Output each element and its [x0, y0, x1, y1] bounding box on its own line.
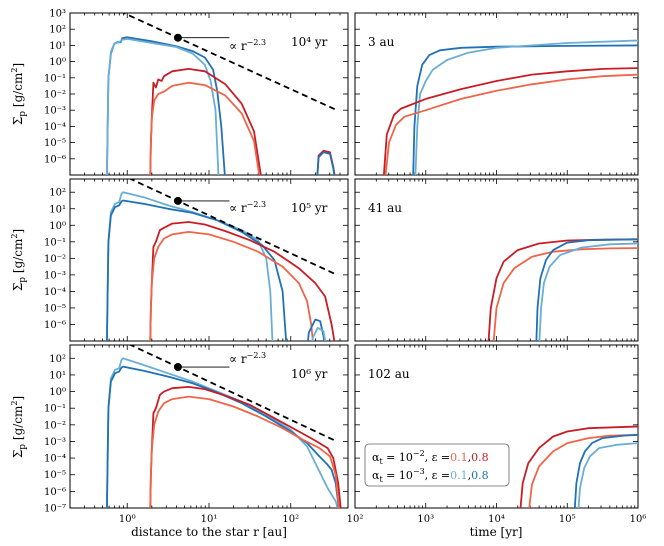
- x-tick-label-right: 10⁶: [630, 514, 647, 525]
- evolution-curves-row2: [487, 238, 638, 341]
- time-label-row1: 10⁴ yr: [291, 35, 328, 49]
- y-tick-label: 10⁰: [49, 221, 66, 232]
- x-tick-label-right: 10⁵: [559, 514, 576, 525]
- profile-curve-a3_e08: [106, 36, 226, 175]
- x-axis-label-left: distance to the star r [au]: [131, 525, 287, 539]
- profile-curves-row3: [106, 345, 342, 508]
- profile-curve-a2_e08: [149, 386, 342, 508]
- evolution-curve-a2_e01: [384, 73, 638, 175]
- y-tick-label: 10⁻⁴: [44, 122, 66, 133]
- profile-curve-a2_e01: [149, 395, 340, 508]
- powerlaw-label-row3: ∝ r−2.3: [229, 351, 266, 366]
- time-label-row2: 10⁵ yr: [291, 201, 328, 215]
- y-tick-label: 10⁻⁶: [44, 320, 66, 331]
- legend: αt = 10−2, ε =0.1,0.8 αt = 10−3, ε =0.1,…: [364, 443, 510, 487]
- y-tick-label: 10⁻²: [44, 420, 66, 431]
- x-tick-label-right: 10⁴: [488, 514, 505, 525]
- evolution-curve-a3_e08: [412, 44, 638, 175]
- y-tick-label: 10⁻³: [44, 106, 66, 117]
- y-tick-label: 10²: [49, 354, 66, 365]
- y-tick-label: 10³: [49, 9, 66, 20]
- y-tick-label: 10⁻¹: [44, 237, 66, 248]
- y-tick-label: 10⁻⁴: [44, 287, 66, 298]
- powerlaw-marker: [173, 363, 182, 372]
- y-tick-label: 10⁻¹: [44, 404, 66, 415]
- x-tick-label-left: 10²: [282, 514, 299, 525]
- powerlaw-label-row2: ∝ r−2.3: [229, 200, 266, 215]
- y-tick-label: 10¹: [49, 204, 66, 215]
- powerlaw-line: [121, 13, 337, 111]
- profile-curve-a3_e08: [106, 365, 340, 508]
- evolution-curve-a2_e08: [519, 425, 638, 508]
- profile-curve-a2_e01: [149, 81, 261, 175]
- profile-curve-a3_e08: [106, 199, 288, 341]
- x-tick-label-left: 10¹: [201, 514, 218, 525]
- evolution-curve-a2_e08: [487, 238, 638, 341]
- profile-curve-a2_e08: [149, 68, 262, 175]
- powerlaw-line: [128, 345, 337, 442]
- profile-curve-a3_e08: [307, 318, 326, 341]
- x-tick-label-right: 10²: [347, 514, 364, 525]
- profile-curve-a3_e01: [106, 191, 274, 341]
- evolution-curve-a2_e08: [382, 67, 638, 175]
- y-tick-label: 10⁻³: [44, 270, 66, 281]
- y-tick-label: 10⁻⁵: [44, 138, 66, 149]
- powerlaw-label-row1: ∝ r−2.3: [229, 38, 266, 53]
- evolution-curve-a3_e01: [577, 442, 638, 508]
- location-label-row3: 102 au: [368, 367, 410, 381]
- y-axis-label-row3: Σp [g/cm2]: [10, 396, 28, 458]
- time-label-row3: 10⁶ yr: [291, 367, 328, 381]
- profile-curves-row2: [106, 179, 337, 341]
- powerlaw-line: [128, 179, 337, 276]
- y-tick-label: 10⁻¹: [44, 73, 66, 84]
- evolution-curve-a3_e08: [535, 238, 638, 341]
- y-tick-label: 10⁻⁷: [44, 504, 66, 515]
- x-tick-label-right: 10³: [417, 514, 434, 525]
- profile-curves-row1: [106, 13, 337, 175]
- y-tick-label: 10⁻²: [44, 90, 66, 101]
- y-tick-label: 10²: [49, 188, 66, 199]
- tick-labels: 10³ 10² 10¹ 10⁰ 10⁻¹ 10⁻² 10⁻³ 10⁻⁴ 10⁻⁵ 10⁻⁶ 10² 1…: [44, 9, 646, 526]
- evolution-curve-a3_e01: [538, 242, 638, 341]
- evolution-curves-row1: [382, 39, 638, 175]
- y-axis-label-row1: Σp [g/cm2]: [10, 63, 28, 125]
- powerlaw-marker: [173, 196, 182, 205]
- legend-box: [364, 443, 510, 487]
- evolution-curve-a3_e01: [414, 39, 638, 175]
- y-tick-label: 10⁻⁶: [44, 487, 66, 498]
- profile-curve-a2_e08: [149, 221, 336, 341]
- location-label-row1: 3 au: [368, 35, 395, 49]
- y-tick-label: 10⁰: [49, 387, 66, 398]
- legend-entry-2: αt = 10−3, ε =0.1,0.8: [372, 467, 489, 484]
- y-tick-label: 10⁰: [49, 57, 66, 68]
- evolution-curves-row3: [519, 425, 638, 508]
- x-tick-label-left: 10⁰: [119, 514, 136, 525]
- y-tick-label: 10²: [49, 25, 66, 36]
- x-axis-label-right: time [yr]: [470, 525, 523, 539]
- axis-ticks: [69, 12, 639, 509]
- y-tick-label: 10⁻⁶: [44, 154, 66, 165]
- y-tick-label: 10⁻⁵: [44, 303, 66, 314]
- powerlaw-marker: [173, 33, 182, 42]
- y-axis-label-row2: Σp [g/cm2]: [10, 229, 28, 291]
- legend-entry-1: αt = 10−2, ε =0.1,0.8: [372, 449, 489, 466]
- y-tick-label: 10⁻⁴: [44, 454, 66, 465]
- y-tick-label: 10¹: [49, 370, 66, 381]
- profile-curve-a3_e01: [311, 326, 327, 341]
- evolution-curve-a2_e01: [492, 247, 638, 341]
- profile-curve-a2_e01: [149, 231, 314, 341]
- evolution-curve-a2_e01: [528, 433, 638, 508]
- profile-curve-a3_e01: [106, 357, 339, 508]
- evolution-curve-a3_e08: [573, 433, 638, 508]
- profile-curve-a3_e08: [316, 151, 336, 175]
- y-tick-label: 10⁻³: [44, 437, 66, 448]
- location-label-row2: 41 au: [368, 201, 402, 215]
- y-tick-label: 10⁻⁵: [44, 470, 66, 481]
- profile-curve-a3_e01: [106, 38, 220, 175]
- data-curves: [106, 13, 638, 508]
- y-tick-label: 10¹: [49, 41, 66, 52]
- right-panel-frame-row1: [354, 12, 639, 176]
- y-tick-label: 10⁻²: [44, 254, 66, 265]
